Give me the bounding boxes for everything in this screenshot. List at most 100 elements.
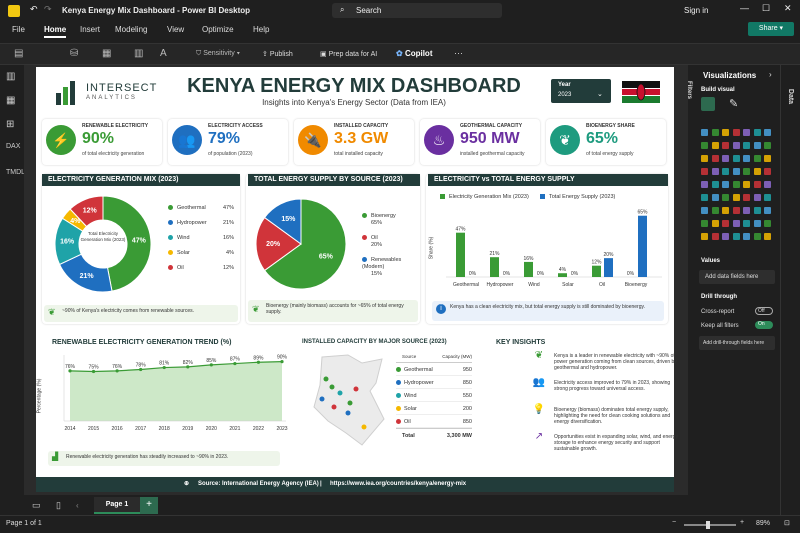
zoom-out-icon[interactable]: −	[672, 519, 677, 526]
visual-type-icon[interactable]	[732, 194, 740, 201]
visual-type-icon[interactable]	[753, 233, 761, 240]
visual-type-icon[interactable]	[722, 233, 729, 240]
filters-pane-tab[interactable]: Filters	[682, 65, 696, 125]
build-visual-icon[interactable]	[701, 97, 715, 111]
visual-type-icon[interactable]	[764, 220, 771, 227]
visual-type-icon[interactable]	[701, 220, 708, 227]
copilot-button[interactable]: ✿ Copilot	[396, 49, 432, 58]
visual-type-icon[interactable]	[722, 142, 729, 149]
visual-type-icon[interactable]	[722, 155, 729, 162]
search-box[interactable]: ⌕ Search	[332, 3, 502, 18]
visual-type-icon[interactable]	[753, 220, 761, 227]
model-view-icon[interactable]: ⊞	[6, 119, 15, 130]
visual-type-icon[interactable]	[753, 168, 761, 175]
paste-icon[interactable]: ▤	[14, 48, 24, 59]
visual-type-icon[interactable]	[711, 129, 719, 136]
prep-ai-button[interactable]: ▣ Prep data for AI	[320, 50, 377, 58]
visual-type-icon[interactable]	[711, 207, 719, 214]
visual-type-icon[interactable]	[711, 194, 719, 201]
visual-type-icon[interactable]	[753, 207, 761, 214]
format-visual-icon[interactable]: ✎	[729, 98, 739, 110]
visual-type-icon[interactable]	[722, 181, 729, 188]
visual-type-icon[interactable]	[743, 207, 750, 214]
menu-home[interactable]: Home	[44, 25, 67, 38]
dax-query-icon[interactable]: DAX	[6, 143, 21, 150]
visual-type-icon[interactable]	[701, 233, 708, 240]
zoom-slider-thumb[interactable]	[706, 521, 710, 529]
values-well[interactable]: Add data fields here	[699, 270, 775, 284]
new-visual-icon[interactable]: ▥	[134, 48, 144, 59]
close-icon[interactable]: ✕	[784, 3, 792, 13]
menu-file[interactable]: File	[12, 25, 25, 34]
desktop-layout-icon[interactable]: ▭	[32, 500, 41, 510]
visual-type-icon[interactable]	[722, 220, 729, 227]
visual-type-icon[interactable]	[732, 207, 740, 214]
visual-type-icon[interactable]	[753, 155, 761, 162]
year-slicer[interactable]: Year 2023 ⌄	[551, 79, 611, 103]
menu-insert[interactable]: Insert	[80, 25, 101, 34]
fit-page-icon[interactable]: ⊡	[784, 520, 790, 527]
visual-type-icon[interactable]	[701, 142, 708, 149]
visual-type-icon[interactable]	[743, 194, 750, 201]
visual-type-icon[interactable]	[711, 155, 719, 162]
minimize-icon[interactable]: —	[740, 3, 749, 13]
mobile-layout-icon[interactable]: ▯	[56, 500, 61, 510]
text-box-icon[interactable]: A	[160, 48, 167, 59]
menu-optimize[interactable]: Optimize	[202, 25, 234, 34]
menu-view[interactable]: View	[167, 25, 185, 34]
add-page-button[interactable]: +	[140, 497, 158, 514]
share-button[interactable]: Share ▾	[748, 22, 794, 36]
visual-type-icon[interactable]	[753, 194, 761, 201]
visual-type-icon[interactable]	[743, 220, 750, 227]
visual-type-icon[interactable]	[711, 142, 719, 149]
maximize-icon[interactable]: ☐	[762, 3, 771, 13]
visual-type-icon[interactable]	[711, 233, 719, 240]
sensitivity-button[interactable]: ⛉ Sensitivity ▾	[196, 50, 241, 57]
visual-type-icon[interactable]	[753, 181, 761, 188]
visual-type-icon[interactable]	[701, 129, 708, 136]
visual-type-icon[interactable]	[743, 181, 750, 188]
visual-type-icon[interactable]	[764, 142, 771, 149]
visual-type-icon[interactable]	[722, 207, 729, 214]
visual-type-icon[interactable]	[722, 129, 729, 136]
keep-filters-toggle[interactable]: On	[755, 321, 773, 329]
cross-report-toggle[interactable]: Off	[755, 307, 773, 315]
visual-type-icon[interactable]	[764, 233, 771, 240]
visual-type-icon[interactable]	[753, 142, 761, 149]
zoom-slider[interactable]	[684, 521, 736, 529]
tab-page-1[interactable]: Page 1	[94, 497, 140, 514]
visual-type-icon[interactable]	[701, 168, 708, 175]
signin-link[interactable]: Sign in	[684, 6, 709, 15]
visual-type-icon[interactable]	[701, 207, 708, 214]
visual-type-icon[interactable]	[764, 181, 771, 188]
visual-type-icon[interactable]	[753, 129, 761, 136]
visual-type-icon[interactable]	[764, 129, 771, 136]
publish-button[interactable]: ⇪ Publish	[262, 50, 293, 58]
more-options-button[interactable]: ···	[454, 48, 463, 58]
visual-type-icon[interactable]	[764, 155, 771, 162]
visual-type-icon[interactable]	[732, 233, 740, 240]
visual-type-icon[interactable]	[722, 194, 729, 201]
visual-type-icon[interactable]	[743, 168, 750, 175]
collapse-icon[interactable]: ›	[769, 70, 772, 79]
report-view-icon[interactable]: ▥	[6, 71, 16, 82]
visual-type-icon[interactable]	[732, 220, 740, 227]
undo-icon[interactable]: ↶	[30, 4, 38, 14]
visual-type-icon[interactable]	[711, 181, 719, 188]
visual-type-icon[interactable]	[701, 181, 708, 188]
visual-type-icon[interactable]	[743, 155, 750, 162]
visual-type-icon[interactable]	[764, 194, 771, 201]
table-view-icon[interactable]: ▦	[6, 95, 16, 106]
visual-type-icon[interactable]	[732, 155, 740, 162]
footer-url[interactable]: https://www.iea.org/countries/kenya/ener…	[330, 481, 467, 487]
visual-type-icon[interactable]	[732, 142, 740, 149]
get-data-icon[interactable]: ⛁	[70, 48, 79, 59]
visual-type-icon[interactable]	[743, 233, 750, 240]
zoom-in-icon[interactable]: +	[740, 519, 745, 526]
visual-type-icon[interactable]	[732, 181, 740, 188]
drill-through-well[interactable]: Add drill-through fields here	[699, 336, 775, 350]
visual-type-icon[interactable]	[732, 129, 740, 136]
visual-type-icon[interactable]	[764, 168, 771, 175]
visual-type-icon[interactable]	[743, 142, 750, 149]
menu-help[interactable]: Help	[253, 25, 270, 34]
